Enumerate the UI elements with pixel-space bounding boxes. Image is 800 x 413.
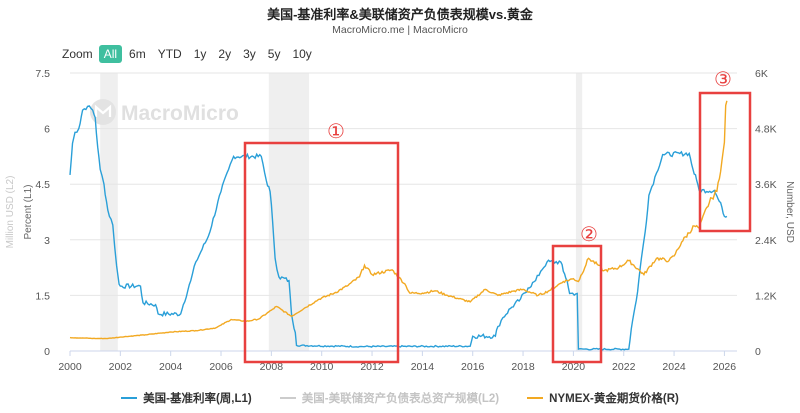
right-tick-label: 3.6K [755,179,777,191]
left-tick-label: 6 [44,124,50,136]
left-tick-label: 1.5 [35,290,50,302]
x-tick-label: 2004 [159,361,183,373]
left-axis-label: Percent (L1) [23,184,34,239]
zoom-1y-button[interactable]: 1y [193,47,207,61]
left-axis2-label: Million USD (L2) [5,176,16,249]
zoom-10y-button[interactable]: 10y [292,47,312,61]
right-tick-label: 4.8K [755,124,777,136]
zoom-6m-button[interactable]: 6m [129,47,146,61]
series-line-rate[interactable] [69,105,728,351]
zoom-3y-button[interactable]: 3y [243,47,256,61]
watermark-text: MacroMicro [121,102,239,125]
x-tick-label: 2010 [310,361,334,373]
x-tick-label: 2008 [260,361,284,373]
x-tick-label: 2000 [58,361,82,373]
left-tick-label: 3 [44,235,50,247]
zoom-ytd-button[interactable]: YTD [157,47,182,61]
x-tick-label: 2024 [662,361,686,373]
annotation-box-1 [243,141,400,364]
recession-band-1 [268,73,310,351]
legend-item-gold[interactable]: NYMEX-黄金期货价格(R) [527,390,679,406]
x-tick-label: 2002 [109,361,133,373]
right-tick-label: 1.2K [755,290,777,302]
zoom-all-button[interactable]: All [98,45,123,63]
legend-item-rate[interactable]: 美国-基准利率(周,L1) [121,390,252,406]
x-tick-label: 2014 [411,361,435,373]
zoom-5y-button[interactable]: 5y [267,47,281,61]
right-tick-label: 6K [755,68,768,80]
right-tick-label: 2.4K [755,235,777,247]
left-tick-label: 4.5 [35,179,50,191]
left-axis-ticks: 0 1.5 3 4.5 6 7.5 [35,68,50,358]
annotation-label-1: ① [327,119,345,143]
gridlines [70,72,737,296]
annotation-box-2 [551,244,603,364]
zoom-bar: Zoom All 6m YTD 1y 2y 3y 5y 10y [62,45,317,63]
legend-label-gold: NYMEX-黄金期货价格(R) [549,393,679,405]
x-tick-label: 2018 [511,361,535,373]
x-tick-label: 2012 [360,361,384,373]
legend-swatch-balance-sheet [279,397,296,399]
x-tick-label: 2006 [209,361,233,373]
legend-swatch-rate [121,397,138,399]
legend: 美国-基准利率(周,L1) 美国-美联储资产负债表总资产规模(L2) NYMEX… [0,390,800,406]
logo-m-mark [94,104,112,117]
right-axis-label: Number, USD [784,181,795,243]
annotation-boxes: ① ② ③ [243,67,752,364]
x-tick-label: 2016 [461,361,485,373]
right-tick-label: 0 [755,346,761,358]
legend-item-balance-sheet[interactable]: 美国-美联储资产负债表总资产规模(L2) [279,390,500,406]
annotation-box-3 [698,91,752,233]
annotation-label-3: ③ [714,67,732,91]
left-tick-label: 0 [44,346,50,358]
x-tick-label: 2020 [562,361,586,373]
right-axis-ticks: 0 1.2K 2.4K 3.6K 4.8K 6K [755,68,777,358]
x-axis-ticks: 2000 2002 2004 2006 2008 2010 2012 2014 2016 2018… [58,351,736,373]
left-tick-label: 7.5 [35,68,50,80]
x-tick-label: 2026 [713,361,737,373]
legend-label-balance-sheet: 美国-美联储资产负债表总资产规模(L2) [301,393,500,405]
x-tick-label: 2022 [612,361,636,373]
chart-title: 美国-基准利率&美联储资产负债表规模vs.黄金 [267,7,533,22]
zoom-2y-button[interactable]: 2y [218,47,232,61]
recession-band-2 [575,73,583,351]
chart-subtitle: MacroMicro.me | MacroMicro [332,24,468,36]
legend-swatch-gold [527,397,544,399]
watermark: MacroMicro [90,99,239,125]
zoom-label: Zoom [62,47,93,61]
legend-label-rate: 美国-基准利率(周,L1) [143,393,252,405]
annotation-label-2: ② [580,222,598,246]
